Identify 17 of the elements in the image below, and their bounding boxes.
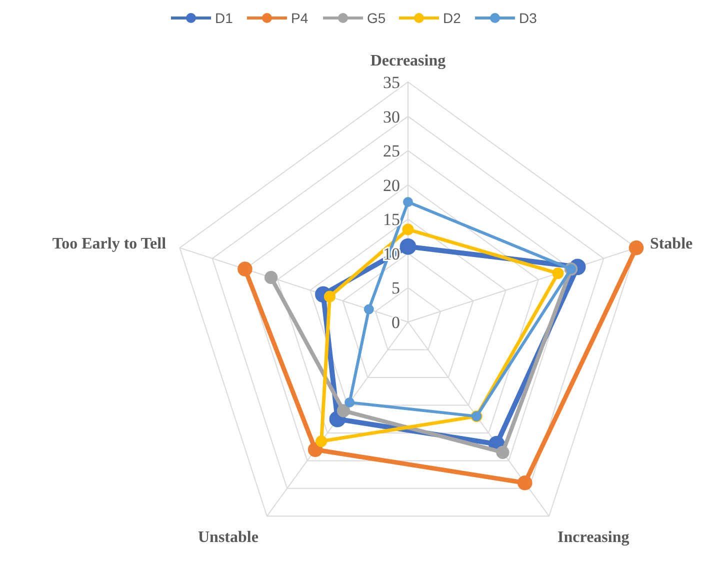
spoke-label: Too Early to Tell (52, 235, 167, 252)
legend-label: D2 (443, 10, 462, 26)
legend-label: G5 (367, 10, 386, 26)
y-tick-label: 30 (383, 107, 400, 126)
legend-label: D3 (519, 10, 538, 26)
y-tick-label: 25 (383, 142, 400, 161)
y-tick-label: 5 (392, 278, 400, 298)
y-tick-label: 15 (383, 210, 400, 230)
legend-label: D1 (215, 10, 234, 26)
spoke-label: Decreasing (370, 52, 446, 70)
spoke-label: Unstable (198, 528, 258, 546)
spoke-label: Increasing (558, 528, 630, 546)
y-tick-label: 0 (392, 313, 400, 332)
y-tick-label: 35 (383, 73, 400, 92)
legend-label: P4 (291, 10, 308, 26)
spoke-label: Stable (650, 235, 693, 252)
y-tick-label: 20 (383, 176, 400, 195)
